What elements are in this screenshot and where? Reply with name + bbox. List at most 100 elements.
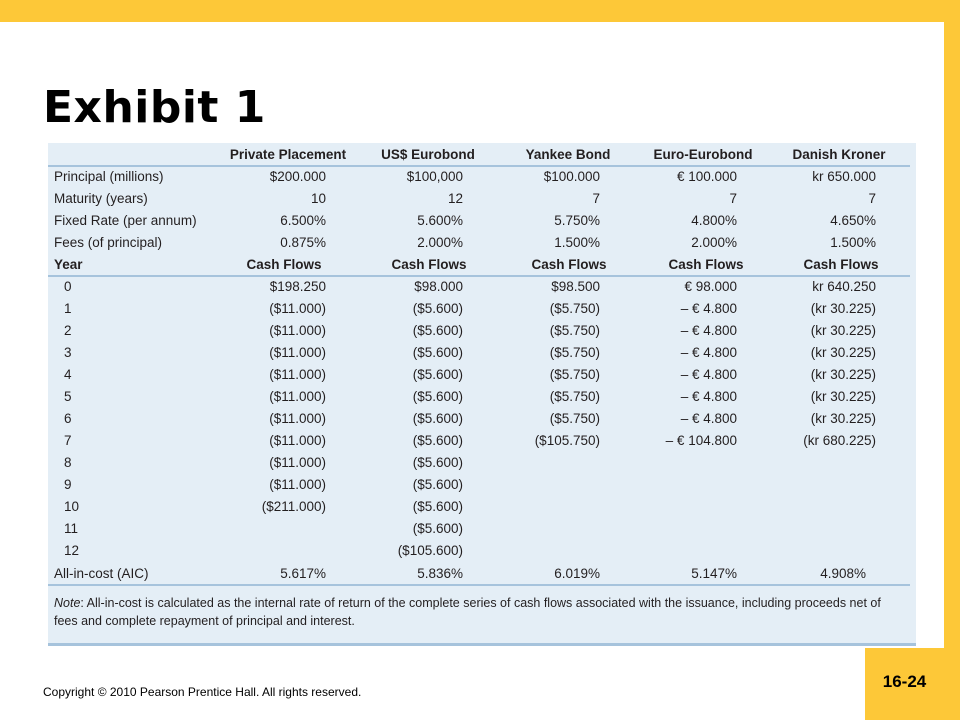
cashflow-value: ($211.000): [261, 499, 326, 514]
cashflow-value: [788, 518, 876, 540]
year-cell: 9: [64, 477, 72, 492]
cashflow-value: ($5.600): [412, 433, 463, 448]
year-cell: 5: [64, 389, 72, 404]
cashflow-value: ($5.600): [412, 345, 463, 360]
cashflow-value: (kr 30.225): [810, 323, 876, 338]
cashflow-value: [788, 496, 876, 518]
year-cell: 2: [64, 323, 72, 338]
cashflow-header: Cash Flows: [668, 257, 744, 272]
cashflow-value: ($5.600): [412, 389, 463, 404]
cashflow-value: [238, 518, 326, 540]
column-header: Euro-Eurobond: [653, 147, 753, 162]
param-value: $200.000: [269, 169, 326, 184]
cashflow-value: ($11.000): [269, 367, 326, 382]
cashflow-value: – € 4.800: [680, 367, 737, 382]
cashflow-header: Cash Flows: [391, 257, 467, 272]
param-value: 5.750%: [554, 213, 600, 228]
cashflow-value: ($5.600): [412, 367, 463, 382]
cashflow-value: [515, 474, 600, 496]
param-value: kr 650.000: [812, 169, 876, 184]
param-value: 1.500%: [830, 235, 876, 250]
cashflow-value: – € 4.800: [680, 323, 737, 338]
cashflow-value: [515, 496, 600, 518]
cashflow-value: ($5.600): [412, 411, 463, 426]
param-value: 4.650%: [830, 213, 876, 228]
cashflow-value: [652, 540, 737, 562]
cashflow-row: 9 ($11.000) ($5.600): [48, 474, 916, 496]
slide-title: Exhibit 1: [43, 82, 266, 133]
cashflow-value: ($5.750): [549, 411, 600, 426]
year-cell: 4: [64, 367, 72, 382]
cashflow-value: (kr 680.225): [803, 433, 876, 448]
aic-value: 5.836%: [417, 566, 463, 581]
cashflow-value: ($5.750): [549, 367, 600, 382]
param-value: 5.600%: [417, 213, 463, 228]
cashflow-value: [788, 474, 876, 496]
cashflow-value: (kr 30.225): [810, 345, 876, 360]
cashflow-row: 0 $198.250 $98.000 $98.500 € 98.000 kr 640.25…: [48, 276, 916, 298]
param-row: Principal (millions) $200.000 $100,000 $100…: [48, 166, 916, 188]
cashflow-row: 4 ($11.000) ($5.600) ($5.750) – € 4.800 (kr 3…: [48, 364, 916, 386]
param-value: 7: [868, 191, 876, 206]
cashflow-value: ($5.750): [549, 345, 600, 360]
cashflow-value: – € 4.800: [680, 411, 737, 426]
aic-value: 5.147%: [691, 566, 737, 581]
column-header: Private Placement: [229, 147, 347, 162]
cashflow-value: [652, 452, 737, 474]
cashflow-value: ($11.000): [269, 477, 326, 492]
param-label: Fees (of principal): [54, 235, 163, 250]
cashflow-value: (kr 30.225): [810, 389, 876, 404]
param-value: 2.000%: [417, 235, 463, 250]
param-row: Maturity (years) 10 12 7 7 7: [48, 188, 916, 210]
cashflow-value: ($11.000): [269, 411, 326, 426]
cashflow-value: – € 4.800: [680, 345, 737, 360]
cashflow-value: ($5.600): [412, 521, 463, 536]
cashflow-value: $98.000: [414, 279, 463, 294]
year-cell: 11: [64, 521, 79, 536]
cashflow-value: [238, 540, 326, 562]
cashflow-value: (kr 30.225): [810, 301, 876, 316]
param-value: 7: [729, 191, 737, 206]
param-row: Fixed Rate (per annum) 6.500% 5.600% 5.750%…: [48, 210, 916, 232]
aic-value: 5.617%: [280, 566, 326, 581]
param-label: Principal (millions): [54, 169, 164, 184]
year-cell: 1: [64, 301, 72, 316]
aic-value: 6.019%: [554, 566, 600, 581]
cashflow-value: ($5.750): [549, 301, 600, 316]
cashflow-row: 10 ($211.000) ($5.600): [48, 496, 916, 518]
cashflow-value: ($11.000): [269, 455, 326, 470]
cashflow-value: ($5.600): [412, 455, 463, 470]
cashflow-value: € 98.000: [684, 279, 737, 294]
cashflow-row: 1 ($11.000) ($5.600) ($5.750) – € 4.800 (kr 3…: [48, 298, 916, 320]
param-value: 0.875%: [280, 235, 326, 250]
page-number: 16-24: [882, 672, 927, 691]
cashflow-value: ($105.600): [397, 543, 463, 558]
cashflow-value: [788, 452, 876, 474]
cashflow-value: ($5.750): [549, 323, 600, 338]
param-value: 12: [447, 191, 463, 206]
param-value: 4.800%: [691, 213, 737, 228]
cashflow-row: 2 ($11.000) ($5.600) ($5.750) – € 4.800 (kr 3…: [48, 320, 916, 342]
cashflow-header-rule: [48, 275, 910, 277]
table-note: Note: All-in-cost is calculated as the i…: [54, 594, 904, 630]
year-cell: 10: [64, 499, 80, 514]
year-cell: 6: [64, 411, 72, 426]
note-text: : All-in-cost is calculated as the inter…: [54, 596, 881, 628]
cashflow-value: ($11.000): [269, 433, 326, 448]
aic-value: 4.908%: [820, 566, 866, 581]
cashflow-row: 12 ($105.600): [48, 540, 916, 562]
cashflow-value: (kr 30.225): [810, 411, 876, 426]
header-rule: [48, 165, 910, 167]
aic-row: All-in-cost (AIC) 5.617% 5.836% 6.019% 5.147…: [48, 563, 916, 585]
year-cell: 3: [64, 345, 72, 360]
cashflow-value: ($11.000): [269, 323, 326, 338]
column-header: US$ Eurobond: [381, 147, 475, 162]
cashflow-value: kr 640.250: [812, 279, 876, 294]
year-header: Year: [54, 257, 83, 272]
cashflow-row: 7 ($11.000) ($5.600) ($105.750) – € 104.800 (…: [48, 430, 916, 452]
param-value: 1.500%: [554, 235, 600, 250]
cashflow-value: – € 4.800: [680, 301, 737, 316]
cashflow-value: [652, 496, 737, 518]
param-value: 10: [310, 191, 326, 206]
cashflow-value: ($5.600): [412, 477, 463, 492]
